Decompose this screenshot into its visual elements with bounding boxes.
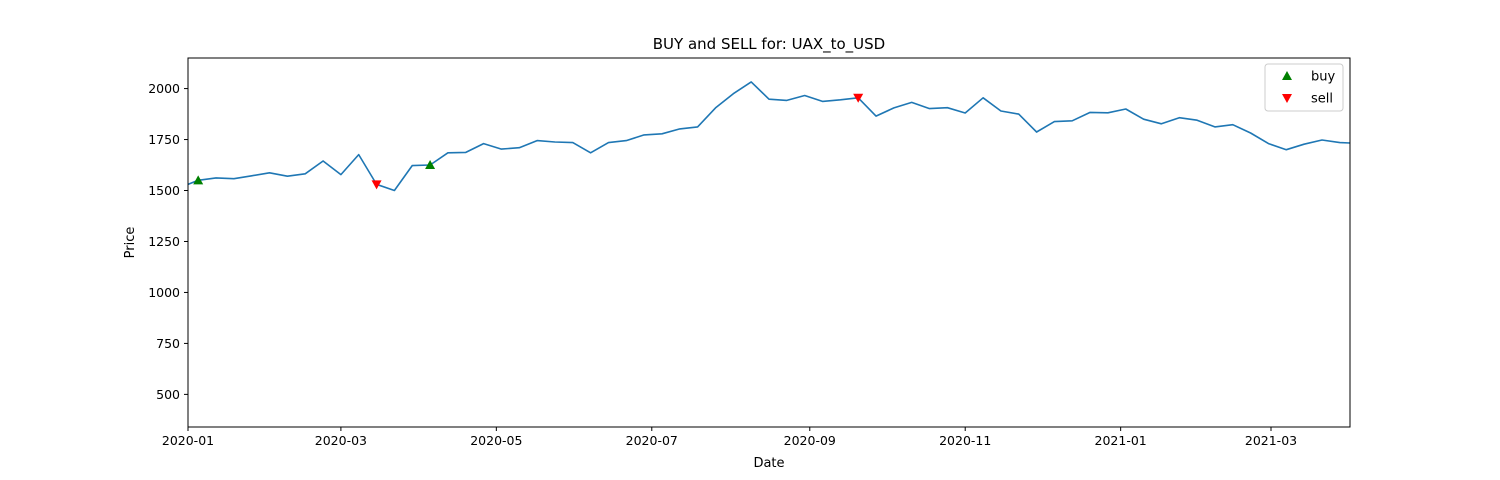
x-tick-label: 2020-05 [470,433,522,448]
legend-sell-label: sell [1311,92,1333,107]
y-tick-label: 1750 [148,132,180,147]
plot-frame [187,57,1351,428]
y-tick-label: 1250 [148,234,180,249]
y-axis-label: Price [123,227,138,259]
x-tick-label: 2020-01 [162,433,214,448]
y-tick-label: 1500 [148,183,180,198]
x-tick-label: 2020-11 [939,433,991,448]
x-tick-label: 2021-03 [1245,433,1297,448]
x-tick-label: 2020-09 [784,433,836,448]
y-tick-label: 2000 [148,81,180,96]
y-tick-label: 500 [156,387,180,402]
series-layer [187,81,1351,192]
x-tick-label: 2021-01 [1095,433,1147,448]
legend-buy-marker [1282,71,1292,80]
y-tick-label: 750 [156,336,180,351]
axes: 2020-01 2020-03 2020-05 2020-07 2020-09 2020-… [148,81,1297,448]
sell-marker [853,93,864,103]
legend: buy sell [1264,63,1344,112]
legend-buy-label: buy [1311,70,1335,85]
buy-marker [193,175,204,185]
x-tick-label: 2020-07 [626,433,678,448]
buy-marker [425,160,436,170]
x-tick-label: 2020-03 [315,433,367,448]
legend-sell-marker [1282,94,1292,103]
x-axis-label: Date [753,456,784,471]
y-tick-label: 1000 [148,285,180,300]
chart-title: BUY and SELL for: UAX_to_USD [653,35,885,54]
sell-marker [371,180,382,190]
